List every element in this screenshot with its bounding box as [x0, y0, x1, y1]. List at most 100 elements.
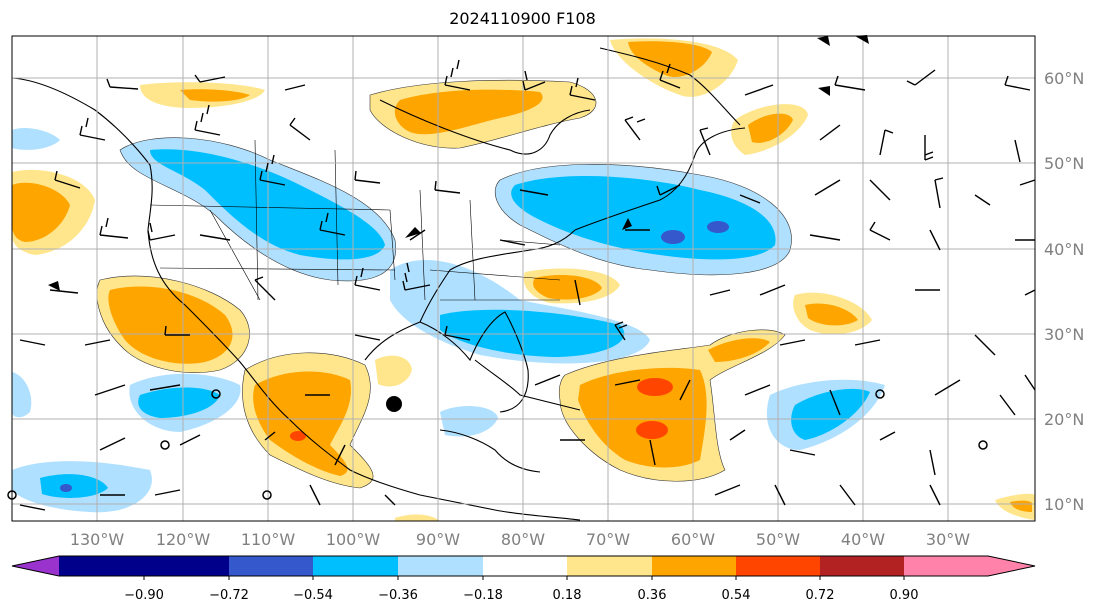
colorbar-tick-label: −0.18	[463, 588, 503, 603]
colorbar-swatch	[398, 556, 483, 576]
wind-barb	[974, 334, 996, 356]
calm-wind-marker	[875, 389, 885, 399]
wind-barb	[499, 239, 526, 246]
wind-barb	[264, 431, 276, 441]
wind-barb	[656, 184, 681, 196]
lon-label: 60°W	[671, 530, 715, 549]
calm-wind-marker	[262, 490, 272, 500]
anomaly-fill-layer	[12, 38, 1035, 521]
wind-barb	[534, 374, 561, 386]
wind-barb	[774, 484, 786, 506]
anomaly-region-red	[290, 431, 306, 441]
wind-barb	[934, 379, 961, 396]
wind-barb	[974, 194, 991, 206]
wind-barb	[814, 179, 841, 196]
wind-barb	[19, 339, 46, 346]
wind-barb	[444, 325, 471, 341]
wind-barb	[19, 504, 46, 511]
colorbar-tick-label: 0.36	[638, 588, 667, 603]
calm-marker-layer	[7, 389, 988, 500]
wind-barb	[789, 449, 816, 456]
wind-flag	[405, 227, 421, 238]
wind-barb	[434, 180, 461, 194]
calm-wind-marker	[978, 440, 988, 450]
wind-barb	[54, 170, 81, 189]
anomaly-region-orange	[253, 371, 351, 476]
wind-barb	[319, 212, 346, 236]
wind-barb	[354, 170, 381, 184]
wind-barb	[569, 77, 596, 101]
anomaly-region-light-orange	[375, 355, 412, 387]
colorbar-extend-high	[988, 556, 1035, 576]
lon-label: 70°W	[586, 530, 630, 549]
wind-flag	[818, 86, 830, 96]
wind-barb	[522, 70, 546, 91]
wind-barb	[289, 117, 311, 141]
wind-barb	[929, 229, 941, 251]
wind-barb	[614, 321, 628, 341]
anomaly-region-red	[636, 421, 668, 439]
wind-barb	[709, 289, 731, 296]
wind-barb	[194, 74, 226, 83]
wind-barb	[99, 217, 129, 239]
wind-flag	[622, 218, 632, 230]
wind-barb	[1024, 374, 1036, 391]
wind-barb	[84, 339, 111, 346]
wind-barb	[929, 484, 941, 506]
wind-barb	[284, 84, 306, 91]
wind-barb	[934, 177, 944, 209]
wind-barb	[254, 276, 276, 301]
colorbar-tick-label: −0.54	[293, 588, 333, 603]
anomaly-region-orange	[628, 41, 712, 78]
anomaly-region-red	[637, 378, 673, 396]
wind-barb	[94, 384, 126, 396]
anomaly-region-orange	[180, 89, 250, 102]
anomaly-region-orange	[533, 275, 602, 300]
wind-barb	[147, 222, 176, 241]
wind-barb	[354, 267, 381, 291]
colorbar-tick-label: −0.90	[124, 588, 164, 603]
anomaly-region-blue	[440, 309, 625, 357]
wind-barb	[624, 116, 646, 141]
colorbar-swatch	[483, 556, 567, 576]
wind-barb	[869, 179, 891, 201]
anomaly-region-orange	[578, 367, 707, 468]
map-title: 2024110900 F108	[449, 9, 596, 28]
anomaly-region-blue	[791, 388, 870, 440]
lon-label: 110°W	[241, 530, 296, 549]
wind-barb	[1004, 75, 1031, 91]
wind-barb	[924, 135, 934, 161]
wind-barb	[999, 394, 1016, 416]
anomaly-region-blue	[40, 474, 108, 498]
wind-barb	[1024, 289, 1036, 296]
colorbar-swatch	[144, 556, 229, 576]
colorbar-extend-low	[12, 556, 59, 576]
wind-barb	[409, 229, 426, 241]
wind-barb	[714, 484, 741, 496]
wind-barb	[309, 484, 321, 506]
lon-label: 120°W	[156, 530, 211, 549]
lon-label: 80°W	[501, 530, 545, 549]
wind-barb	[354, 334, 381, 341]
wind-barb	[809, 234, 841, 241]
anomaly-region-orange	[12, 182, 70, 242]
colorbar-swatch	[652, 556, 736, 576]
anomaly-region-orange	[708, 338, 770, 362]
state-border-layer	[149, 139, 561, 301]
wind-barb	[879, 129, 894, 156]
wind-barb	[879, 431, 896, 441]
anomaly-region-orange	[1010, 500, 1032, 512]
anomaly-region-blue	[511, 175, 776, 260]
anomaly-region-orange	[805, 303, 858, 326]
wind-barb	[199, 234, 231, 241]
lat-label: 10°N	[1044, 495, 1084, 514]
wind-barb	[649, 439, 656, 466]
colorbar: −0.90 −0.72 −0.54 −0.36 −0.18 0.18 0.36 …	[11, 555, 1036, 603]
anomaly-region-orange	[108, 286, 233, 364]
wind-barb	[194, 104, 221, 136]
anomaly-region-light-blue	[440, 406, 498, 437]
wind-barb	[179, 434, 201, 446]
wind-barb	[259, 154, 286, 186]
wind-barb-layer	[19, 59, 1036, 511]
